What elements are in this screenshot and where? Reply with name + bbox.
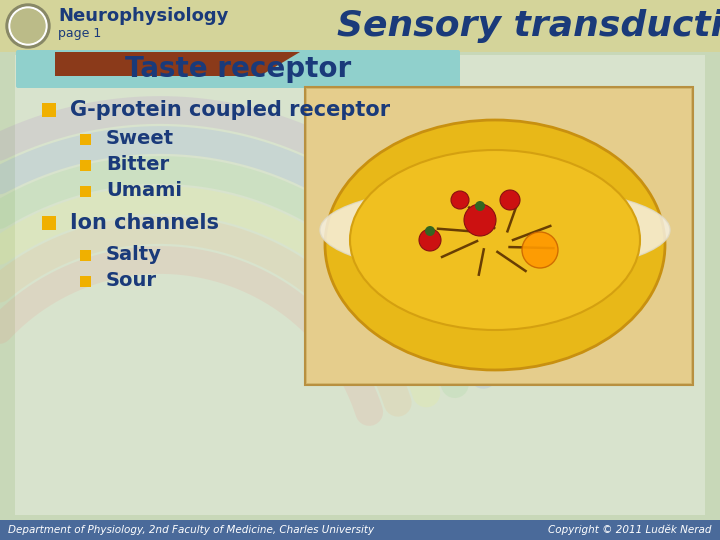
Ellipse shape (325, 120, 665, 370)
Polygon shape (55, 52, 300, 76)
FancyBboxPatch shape (42, 103, 56, 117)
Text: Umami: Umami (106, 181, 182, 200)
FancyBboxPatch shape (0, 520, 720, 540)
Text: Bitter: Bitter (106, 156, 169, 174)
Circle shape (451, 191, 469, 209)
Text: Sour: Sour (106, 272, 157, 291)
FancyBboxPatch shape (80, 160, 91, 171)
Circle shape (9, 7, 47, 45)
FancyBboxPatch shape (80, 276, 91, 287)
Text: Sweet: Sweet (106, 130, 174, 148)
Circle shape (6, 4, 50, 48)
Text: Sensory transduction: Sensory transduction (337, 9, 720, 43)
Text: Ion channels: Ion channels (70, 213, 219, 233)
Circle shape (522, 232, 558, 268)
Text: Salty: Salty (106, 246, 162, 265)
Ellipse shape (350, 150, 640, 330)
FancyBboxPatch shape (42, 216, 56, 230)
Text: Taste receptor: Taste receptor (125, 55, 351, 83)
Ellipse shape (320, 185, 670, 275)
Circle shape (425, 226, 435, 236)
Text: Department of Physiology, 2nd Faculty of Medicine, Charles University: Department of Physiology, 2nd Faculty of… (8, 525, 374, 535)
Text: page 1: page 1 (58, 28, 102, 40)
FancyBboxPatch shape (80, 134, 91, 145)
Circle shape (11, 9, 45, 43)
Text: G-protein coupled receptor: G-protein coupled receptor (70, 100, 390, 120)
FancyBboxPatch shape (80, 186, 91, 197)
FancyBboxPatch shape (15, 55, 705, 515)
FancyBboxPatch shape (16, 50, 460, 88)
Text: Neurophysiology: Neurophysiology (58, 7, 228, 25)
Circle shape (419, 229, 441, 251)
Circle shape (464, 204, 496, 236)
FancyBboxPatch shape (0, 0, 720, 52)
Circle shape (475, 201, 485, 211)
Text: Copyright © 2011 Luděk Nerad: Copyright © 2011 Luděk Nerad (549, 525, 712, 535)
FancyBboxPatch shape (80, 250, 91, 261)
FancyBboxPatch shape (305, 87, 693, 385)
Circle shape (500, 190, 520, 210)
FancyBboxPatch shape (307, 89, 691, 383)
